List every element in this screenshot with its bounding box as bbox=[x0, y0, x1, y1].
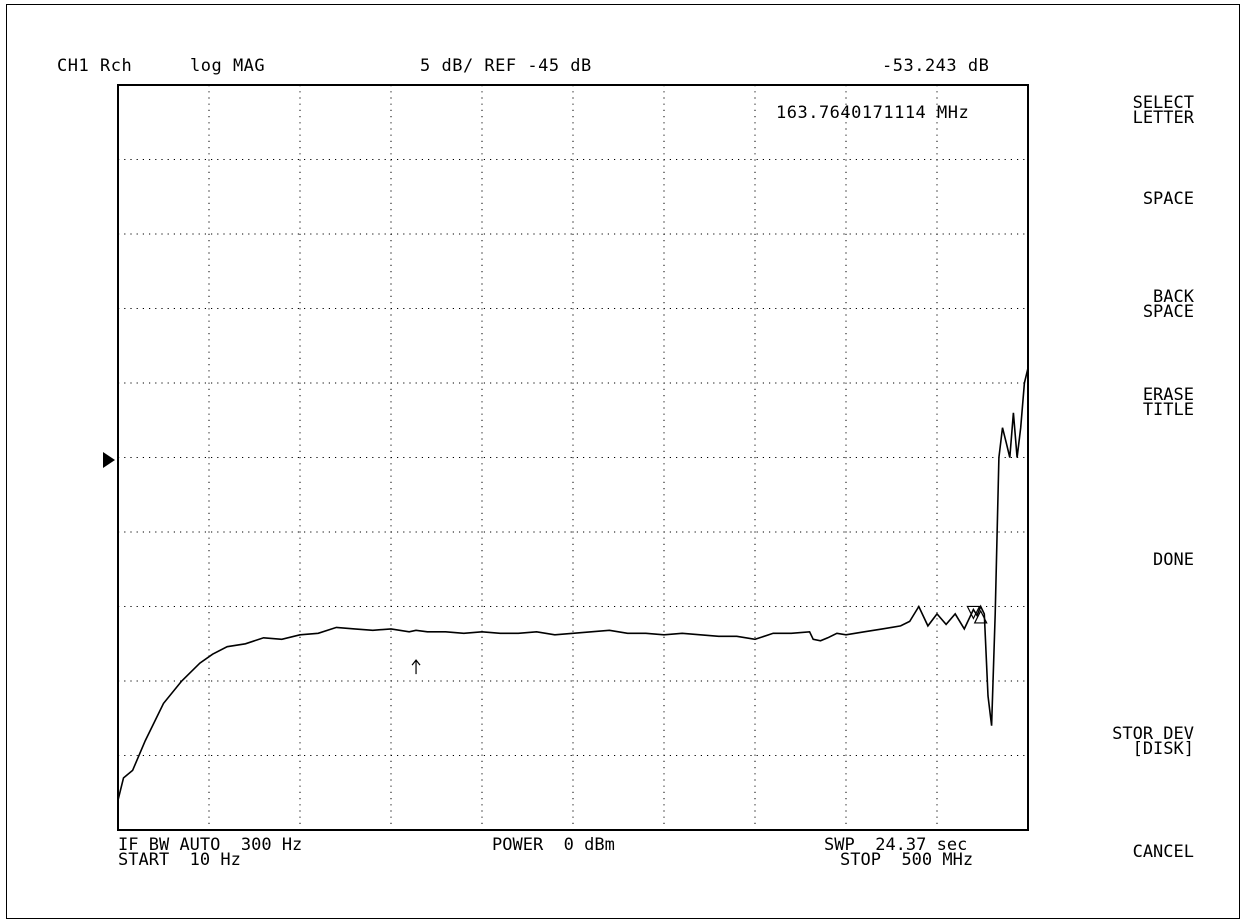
marker-triangle-icon bbox=[966, 605, 981, 620]
scale-ref-label: 5 dB/ REF -45 dB bbox=[420, 56, 592, 76]
softkey-select-letter[interactable]: SELECT LETTER bbox=[1132, 93, 1194, 128]
active-marker-icon bbox=[411, 659, 421, 675]
softkey-done[interactable]: DONE bbox=[1153, 550, 1194, 570]
graticule bbox=[118, 85, 1028, 830]
softkey-stor-dev[interactable]: STOR DEV [DISK] bbox=[1112, 724, 1194, 759]
channel-label: CH1 Rch bbox=[57, 56, 133, 76]
ifbw-readout: IF BW AUTO 300 Hz bbox=[118, 835, 303, 855]
plot-border bbox=[117, 84, 1029, 831]
marker-value: -53.243 dB bbox=[882, 56, 990, 76]
marker-frequency: 163.7640171114 MHz bbox=[776, 103, 970, 123]
marker-group bbox=[411, 605, 988, 675]
trace-line bbox=[117, 367, 1029, 801]
softkey-cancel[interactable]: CANCEL bbox=[1132, 842, 1194, 862]
sweep-time-readout: SWP 24.37 sec bbox=[824, 835, 968, 855]
screen-frame bbox=[6, 4, 1240, 919]
start-readout: START 10 Hz bbox=[118, 850, 241, 870]
softkey-erase-title[interactable]: ERASE TITLE bbox=[1142, 385, 1194, 420]
format-label: log MAG bbox=[190, 56, 266, 76]
stop-readout: STOP 500 MHz bbox=[840, 850, 974, 870]
marker-triangle-icon bbox=[973, 609, 988, 624]
softkey-space[interactable]: SPACE bbox=[1142, 189, 1194, 209]
power-readout: POWER 0 dBm bbox=[492, 835, 615, 855]
reference-position-icon bbox=[103, 452, 115, 468]
softkey-back-space[interactable]: BACK SPACE bbox=[1142, 287, 1194, 322]
